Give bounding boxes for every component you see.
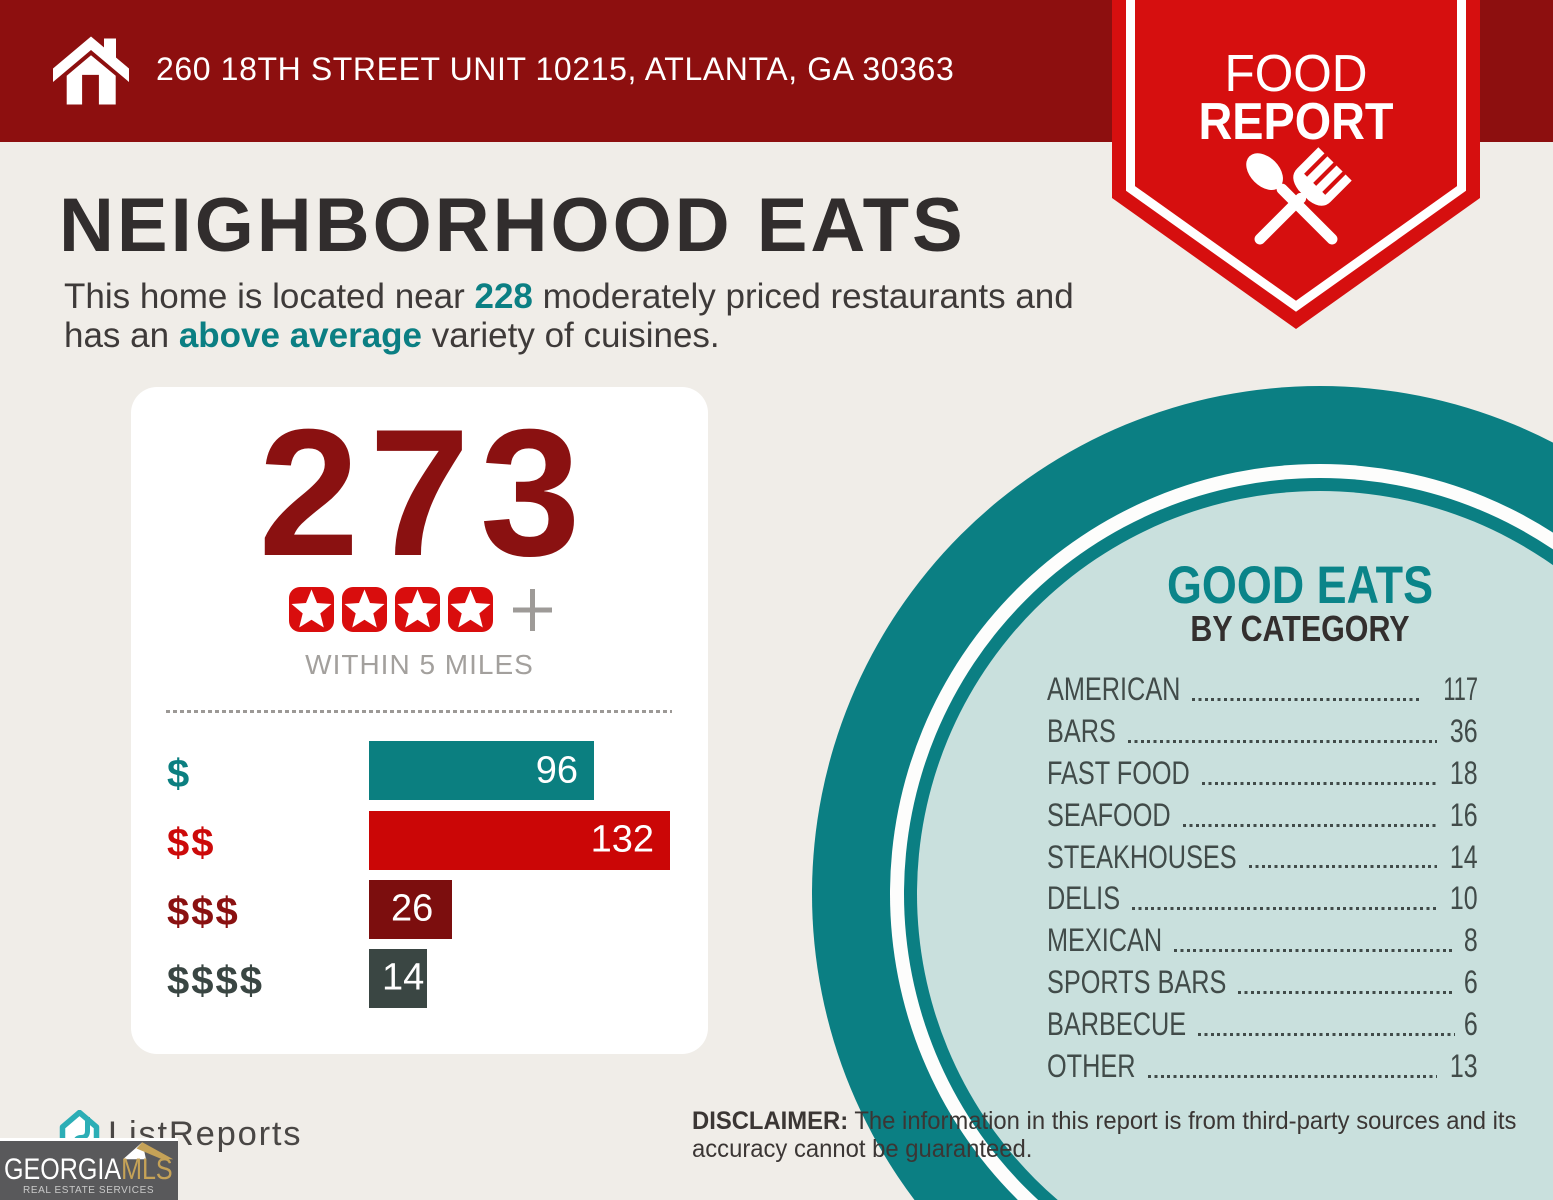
svg-text:FOOD: FOOD <box>1225 45 1368 103</box>
svg-text:REPORT: REPORT <box>1199 93 1394 151</box>
